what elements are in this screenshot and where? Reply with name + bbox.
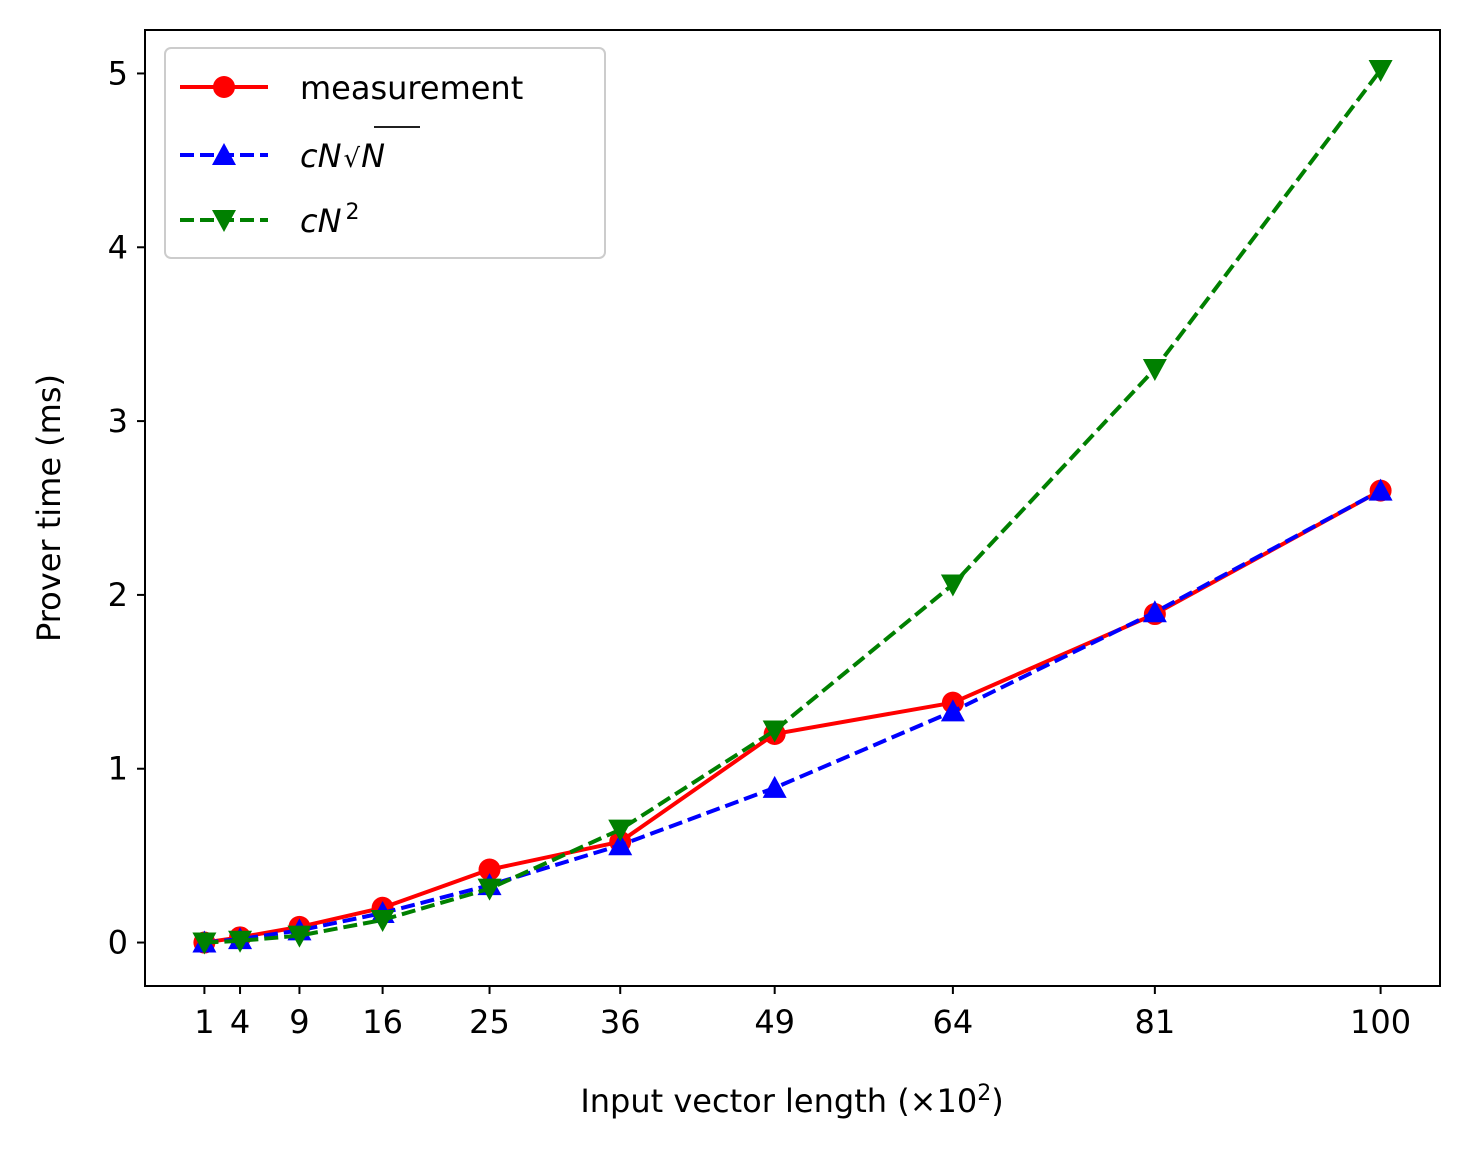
x-tick-label-25: 25 xyxy=(469,1003,510,1041)
x-tick-label-49: 49 xyxy=(754,1003,795,1041)
point-1-9 xyxy=(1368,478,1393,501)
series-layer xyxy=(192,59,1393,955)
legend-label-cn-sqrt-n: cN√N xyxy=(300,137,385,175)
x-tick-label-9: 9 xyxy=(289,1003,309,1041)
y-axis-label: Prover time (ms) xyxy=(30,374,68,642)
point-2-9 xyxy=(1368,59,1393,82)
point-1-6 xyxy=(762,775,787,798)
point-1-5 xyxy=(608,833,633,856)
legend-marker-cn-sqrt-n xyxy=(212,143,236,165)
point-2-4 xyxy=(477,878,502,901)
y-tick-label-2: 2 xyxy=(108,576,128,614)
point-2-2 xyxy=(287,925,312,948)
legend-label-measurement: measurement xyxy=(300,69,523,107)
series-line-2 xyxy=(204,68,1383,945)
series-line-0 xyxy=(204,488,1382,945)
x-axis-label: Input vector length (×102) xyxy=(580,1081,1003,1120)
y-tick-label-3: 3 xyxy=(108,402,128,440)
legend-box xyxy=(164,47,606,259)
y-tick-label-1: 1 xyxy=(108,750,128,788)
axes-frame xyxy=(144,29,1441,987)
x-tick-label-1: 1 xyxy=(194,1003,214,1041)
x-tick-label-81: 81 xyxy=(1135,1003,1176,1041)
series-line-1 xyxy=(204,488,1382,945)
legend-marker-cn-squared xyxy=(212,210,236,232)
point-1-8 xyxy=(1142,600,1167,623)
series-2 xyxy=(192,59,1393,955)
legend-entry-cn-sqrt-n: cN√N xyxy=(180,126,420,175)
point-2-5 xyxy=(608,819,633,842)
y-tick-label-4: 4 xyxy=(108,228,128,266)
point-0-4 xyxy=(478,858,501,881)
point-2-1 xyxy=(228,930,253,953)
legend-label-cn-squared: cN 2 xyxy=(300,200,360,240)
y-tick-label-0: 0 xyxy=(108,924,128,962)
point-2-8 xyxy=(1142,358,1167,381)
point-2-0 xyxy=(192,932,217,955)
point-1-7 xyxy=(940,699,965,722)
x-tick-label-100: 100 xyxy=(1350,1003,1411,1041)
point-2-6 xyxy=(762,720,787,743)
x-tick-label-64: 64 xyxy=(933,1003,974,1041)
point-2-7 xyxy=(940,574,965,597)
x-tick-label-36: 36 xyxy=(600,1003,641,1041)
legend-marker-measurement xyxy=(213,76,235,98)
x-tick-label-4: 4 xyxy=(230,1003,250,1041)
y-tick-label-5: 5 xyxy=(108,54,128,92)
legend-entry-measurement: measurement xyxy=(180,69,523,107)
point-2-3 xyxy=(370,909,395,932)
legend-entry-cn-squared: cN 2 xyxy=(180,200,360,240)
x-tick-label-16: 16 xyxy=(362,1003,403,1041)
legend: measurement cN√N cN 2 xyxy=(164,47,606,259)
